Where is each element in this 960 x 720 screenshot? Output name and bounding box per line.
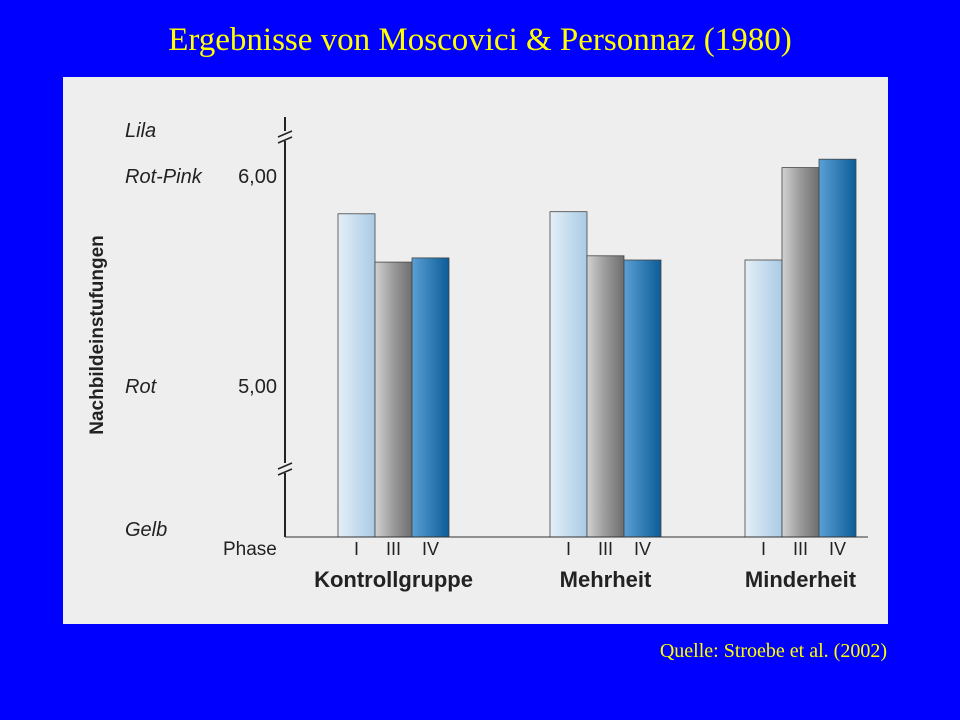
source-citation: Quelle: Stroebe et al. (2002) [659, 640, 887, 662]
bar-minderheit-phase-iv [818, 158, 857, 538]
phase-tick-mehrheit-iii: III [598, 539, 613, 559]
axis-break-gap-0 [277, 131, 293, 141]
phase-tick-mehrheit-iv: IV [634, 539, 651, 559]
phase-tick-minderheit-iii: III [793, 539, 808, 559]
phase-tick-kontrollgruppe-iii: III [386, 539, 401, 559]
axis-break-mark-1 [277, 462, 293, 470]
bar-kontrollgruppe-phase-i [337, 213, 376, 538]
tick-label-6-00: 6,00 [238, 166, 277, 188]
bar-mehrheit-phase-iii [586, 255, 625, 538]
color-label-gelb: Gelb [125, 519, 167, 541]
axis-break-mark-0 [277, 130, 293, 138]
phase-tick-kontrollgruppe-i: I [354, 539, 359, 559]
color-label-rot-pink: Rot-Pink [125, 166, 203, 188]
phase-tick-minderheit-i: I [761, 539, 766, 559]
phase-tick-mehrheit-i: I [566, 539, 571, 559]
axis-break-mark-0 [277, 136, 293, 144]
bar-kontrollgruppe-phase-iii [374, 261, 413, 538]
chart-figure: Nachbildeinstufungen Lila Rot-Pink Rot Gelb… [63, 77, 888, 624]
y-axis-label: Nachbildeinstufungen [87, 235, 108, 435]
phase-tick-kontrollgruppe-iv: IV [422, 539, 439, 559]
bar-mehrheit-phase-i [549, 211, 588, 538]
axis-break-mark-1 [277, 468, 293, 476]
bar-kontrollgruppe-phase-iv [411, 257, 450, 538]
phase-axis-label: Phase [223, 539, 277, 560]
color-label-lila: Lila [125, 120, 156, 142]
tick-label-5-00: 5,00 [238, 376, 277, 398]
phase-tick-minderheit-iv: IV [829, 539, 846, 559]
bar-minderheit-phase-iii [781, 167, 820, 538]
slide-title: Ergebnisse von Moscovici & Personnaz (19… [168, 22, 792, 58]
bar-minderheit-phase-i [744, 259, 783, 538]
group-label-kontrollgruppe: Kontrollgruppe [314, 567, 473, 592]
color-label-rot: Rot [125, 376, 158, 398]
axis-break-gap-1 [277, 463, 293, 473]
group-label-minderheit: Minderheit [745, 567, 857, 592]
bar-mehrheit-phase-iv [623, 259, 662, 538]
bar-chart: Nachbildeinstufungen Lila Rot-Pink Rot Gelb… [87, 117, 868, 592]
group-label-mehrheit: Mehrheit [560, 567, 652, 592]
